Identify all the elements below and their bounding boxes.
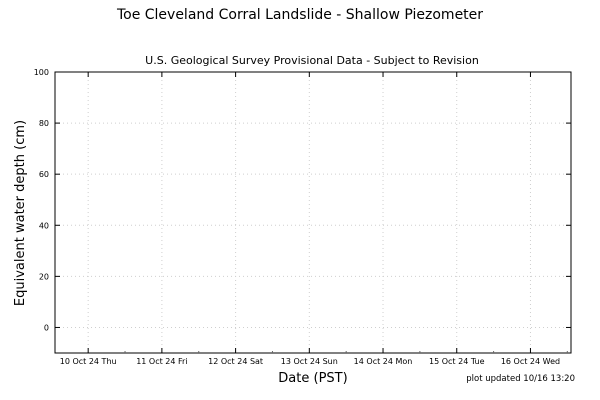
y-tick-label: 100 bbox=[34, 68, 49, 77]
y-tick-labels: 0 20 40 60 80 100 bbox=[34, 68, 49, 332]
axis-ticks bbox=[55, 71, 571, 353]
y-tick-label: 80 bbox=[39, 119, 49, 128]
x-axis-label: Date (PST) bbox=[278, 371, 347, 386]
x-tick-label: 13 Oct 24 Sun bbox=[281, 357, 338, 366]
x-tick-label: 15 Oct 24 Tue bbox=[429, 357, 485, 366]
x-tick-label: 12 Oct 24 Sat bbox=[208, 357, 263, 366]
y-tick-label: 60 bbox=[39, 170, 49, 179]
x-tick-label: 14 Oct 24 Mon bbox=[354, 357, 413, 366]
chart-title: Toe Cleveland Corral Landslide - Shallow… bbox=[116, 7, 483, 23]
grid-lines bbox=[55, 71, 571, 353]
y-axis-label: Equivalent water depth (cm) bbox=[13, 120, 28, 306]
x-tick-label: 16 Oct 24 Wed bbox=[501, 357, 560, 366]
y-tick-label: 40 bbox=[39, 221, 49, 230]
x-tick-label: 10 Oct 24 Thu bbox=[60, 357, 117, 366]
y-tick-label: 20 bbox=[39, 272, 49, 281]
x-tick-label: 11 Oct 24 Fri bbox=[136, 357, 187, 366]
x-tick-labels: 10 Oct 24 Thu 11 Oct 24 Fri 12 Oct 24 Sat 1… bbox=[60, 357, 560, 366]
y-tick-label: 0 bbox=[44, 323, 49, 332]
plot-frame bbox=[54, 71, 572, 354]
plot-updated-note: plot updated 10/16 13:20 bbox=[466, 374, 575, 384]
chart-subtitle: U.S. Geological Survey Provisional Data … bbox=[145, 54, 479, 67]
